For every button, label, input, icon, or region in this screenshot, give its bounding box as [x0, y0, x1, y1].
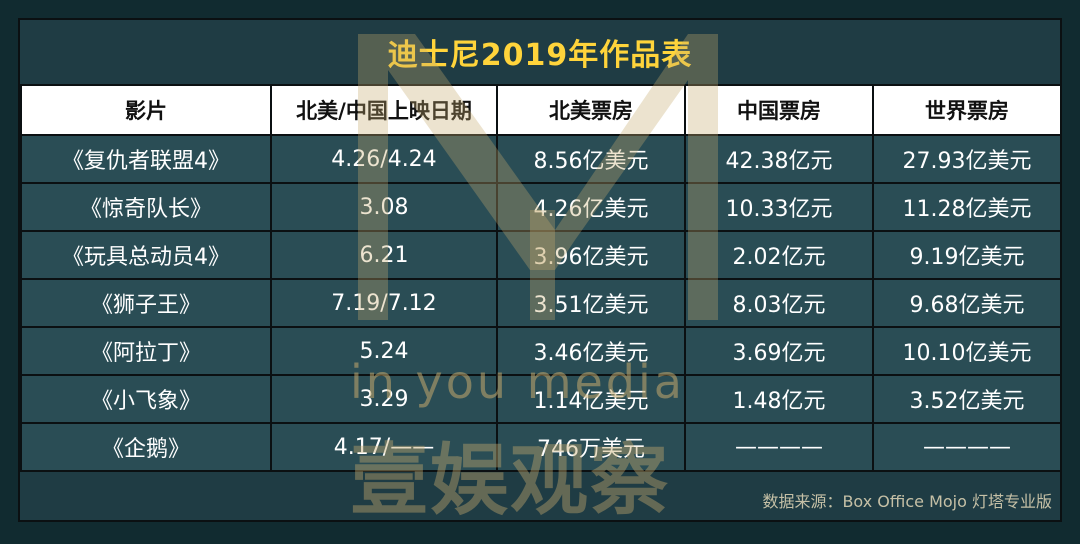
- table-frame: 迪士尼2019年作品表 影片 北美/中国上映日期 北美票房 中国票房 世界票房 …: [18, 18, 1062, 522]
- header-row: 影片 北美/中国上映日期 北美票房 中国票房 世界票房: [20, 84, 1060, 136]
- table-row: 《企鹅》 4.17/—— 746万美元 ———— ————: [20, 422, 1060, 472]
- cell-china-box-office: 10.33亿元: [684, 182, 874, 232]
- cell-na-box-office: 3.96亿美元: [496, 230, 686, 280]
- header-world-box-office: 世界票房: [872, 84, 1060, 136]
- cell-world-box-office: 10.10亿美元: [872, 326, 1060, 376]
- cell-na-box-office: 3.46亿美元: [496, 326, 686, 376]
- cell-world-box-office: 9.19亿美元: [872, 230, 1060, 280]
- header-release-date: 北美/中国上映日期: [270, 84, 498, 136]
- cell-release-date: 5.24: [270, 326, 498, 376]
- header-film: 影片: [20, 84, 272, 136]
- cell-release-date: 6.21: [270, 230, 498, 280]
- cell-world-box-office: 9.68亿美元: [872, 278, 1060, 328]
- cell-film: 《企鹅》: [20, 422, 272, 472]
- cell-release-date: 4.26/4.24: [270, 134, 498, 184]
- table-row: 《小飞象》 3.29 1.14亿美元 1.48亿元 3.52亿美元: [20, 374, 1060, 424]
- cell-world-box-office: ————: [872, 422, 1060, 472]
- header-na-box-office: 北美票房: [496, 84, 686, 136]
- table-row: 《惊奇队长》 3.08 4.26亿美元 10.33亿元 11.28亿美元: [20, 182, 1060, 232]
- cell-china-box-office: 42.38亿元: [684, 134, 874, 184]
- cell-release-date: 3.29: [270, 374, 498, 424]
- table-row: 《玩具总动员4》 6.21 3.96亿美元 2.02亿元 9.19亿美元: [20, 230, 1060, 280]
- films-table: 影片 北美/中国上映日期 北美票房 中国票房 世界票房 《复仇者联盟4》 4.2…: [20, 84, 1060, 472]
- cell-release-date: 3.08: [270, 182, 498, 232]
- cell-world-box-office: 3.52亿美元: [872, 374, 1060, 424]
- cell-film: 《玩具总动员4》: [20, 230, 272, 280]
- cell-na-box-office: 1.14亿美元: [496, 374, 686, 424]
- table-title: 迪士尼2019年作品表: [387, 38, 693, 73]
- cell-release-date: 4.17/——: [270, 422, 498, 472]
- cell-china-box-office: ————: [684, 422, 874, 472]
- cell-release-date: 7.19/7.12: [270, 278, 498, 328]
- cell-world-box-office: 11.28亿美元: [872, 182, 1060, 232]
- header-china-box-office: 中国票房: [684, 84, 874, 136]
- table-row: 《阿拉丁》 5.24 3.46亿美元 3.69亿元 10.10亿美元: [20, 326, 1060, 376]
- cell-china-box-office: 3.69亿元: [684, 326, 874, 376]
- cell-china-box-office: 8.03亿元: [684, 278, 874, 328]
- cell-china-box-office: 1.48亿元: [684, 374, 874, 424]
- table-row: 《复仇者联盟4》 4.26/4.24 8.56亿美元 42.38亿元 27.93…: [20, 134, 1060, 184]
- cell-na-box-office: 8.56亿美元: [496, 134, 686, 184]
- cell-film: 《阿拉丁》: [20, 326, 272, 376]
- data-source-note: 数据来源：Box Office Mojo 灯塔专业版: [762, 492, 1052, 511]
- cell-world-box-office: 27.93亿美元: [872, 134, 1060, 184]
- title-row: 迪士尼2019年作品表: [20, 20, 1060, 84]
- cell-film: 《惊奇队长》: [20, 182, 272, 232]
- cell-china-box-office: 2.02亿元: [684, 230, 874, 280]
- table-row: 《狮子王》 7.19/7.12 3.51亿美元 8.03亿元 9.68亿美元: [20, 278, 1060, 328]
- cell-na-box-office: 3.51亿美元: [496, 278, 686, 328]
- cell-film: 《小飞象》: [20, 374, 272, 424]
- cell-na-box-office: 746万美元: [496, 422, 686, 472]
- cell-film: 《复仇者联盟4》: [20, 134, 272, 184]
- cell-na-box-office: 4.26亿美元: [496, 182, 686, 232]
- cell-film: 《狮子王》: [20, 278, 272, 328]
